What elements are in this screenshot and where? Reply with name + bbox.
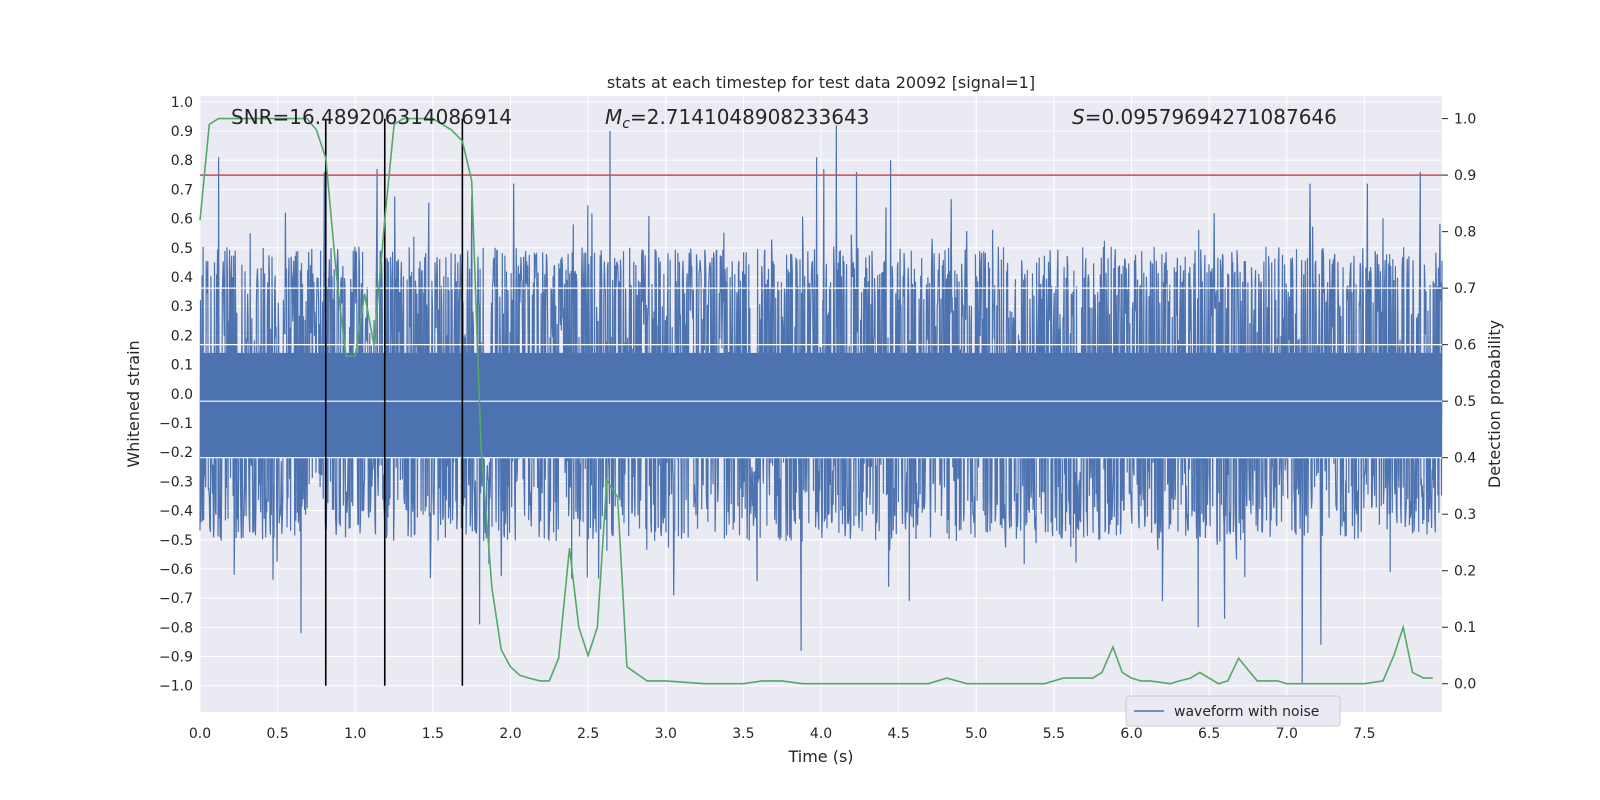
chirp-mass-symbol: M: [605, 105, 622, 129]
y-tick-label: −0.2: [159, 445, 193, 461]
x-tick-label: 1.0: [344, 726, 366, 742]
x-tick-label: 1.5: [422, 726, 444, 742]
y-tick-label: −0.7: [159, 591, 193, 607]
y-tick-label: −0.4: [159, 504, 193, 520]
legend: waveform with noise: [1125, 695, 1341, 727]
y-tick-label: 1.0: [171, 95, 193, 111]
y-tick-label: −1.0: [159, 679, 193, 695]
y-tick-label: −0.5: [159, 533, 193, 549]
y-right-tick-label: 0.3: [1454, 507, 1476, 523]
y-right-tick-label: 0.9: [1454, 168, 1476, 184]
x-tick-label: 2.0: [499, 726, 521, 742]
y-right-tick-label: 0.8: [1454, 225, 1476, 241]
x-tick-label: 5.5: [1043, 726, 1065, 742]
x-tick-label: 2.5: [577, 726, 599, 742]
x-tick-label: 4.5: [887, 726, 909, 742]
y-tick-labels: 1.0 0.9 0.8 0.7 0.6 0.5 0.4 0.3 0.2 0.1 0.0 −0.1 −0.…: [159, 95, 193, 695]
y-tick-label: −0.8: [159, 620, 193, 636]
x-tick-label: 3.5: [732, 726, 754, 742]
x-tick-label: 4.0: [810, 726, 832, 742]
y-tick-label: 0.3: [171, 299, 193, 315]
x-tick-label: 5.0: [965, 726, 987, 742]
x-tick-label: 6.0: [1120, 726, 1142, 742]
x-tick-label: 7.5: [1353, 726, 1375, 742]
y-tick-label: −0.6: [159, 562, 193, 578]
chirp-mass-value: =2.7141048908233643: [630, 105, 869, 129]
y-right-tick-label: 0.0: [1454, 677, 1476, 693]
y-right-tick-label: 0.6: [1454, 338, 1476, 354]
x-tick-label: 6.5: [1198, 726, 1220, 742]
waveform-dense-band: [200, 352, 1442, 459]
y-tick-label: 0.9: [171, 124, 193, 140]
chirp-mass-annotation: Mc=2.7141048908233643: [605, 105, 869, 132]
y-right-tick-label: 0.5: [1454, 394, 1476, 410]
s-annotation: S=0.09579694271087646: [1072, 105, 1337, 129]
x-tick-label: 3.0: [655, 726, 677, 742]
s-symbol: S: [1072, 105, 1085, 129]
x-tick-label: 0.0: [189, 726, 211, 742]
y-right-tick-label: 0.4: [1454, 451, 1476, 467]
x-tick-label: 7.0: [1276, 726, 1298, 742]
probability-series: [199, 117, 1433, 685]
y-tick-label: 0.1: [171, 358, 193, 374]
y-right-tick-label: 0.1: [1454, 620, 1476, 636]
y-tick-label: −0.1: [159, 416, 193, 432]
y-right-tick-label: 1.0: [1454, 112, 1476, 128]
y-tick-label: 0.5: [171, 241, 193, 257]
probability-line: [199, 117, 1433, 685]
x-axis-label: Time (s): [787, 747, 853, 766]
x-tick-label: 0.5: [266, 726, 288, 742]
y-tick-label: 0.8: [171, 153, 193, 169]
y-tick-label: −0.9: [159, 650, 193, 666]
y-right-tick-label: 0.7: [1454, 281, 1476, 297]
y-tick-label: −0.3: [159, 474, 193, 490]
s-value: =0.09579694271087646: [1085, 105, 1337, 129]
chart-title: stats at each timestep for test data 200…: [607, 73, 1035, 92]
y-tick-label: 0.7: [171, 182, 193, 198]
y-tick-label: 0.6: [171, 212, 193, 228]
y-axis-label: Whitened strain: [124, 340, 143, 467]
y-right-tick-labels: 1.0 0.9 0.8 0.7 0.6 0.5 0.4 0.3 0.2 0.1 0.0: [1442, 112, 1476, 693]
y-tick-label: 0.4: [171, 270, 193, 286]
chirp-mass-subscript: c: [622, 116, 630, 132]
snr-annotation: SNR=16.489206314086914: [231, 105, 512, 129]
legend-label: waveform with noise: [1174, 704, 1319, 720]
y-right-axis-label: Detection probability: [1485, 320, 1504, 488]
legend-box: [1125, 695, 1341, 727]
y-tick-label: 0.0: [171, 387, 193, 403]
y-right-tick-label: 0.2: [1454, 564, 1476, 580]
y-tick-label: 0.2: [171, 328, 193, 344]
waveform-series: [199, 125, 1443, 683]
x-tick-labels: 0.0 0.5 1.0 1.5 2.0 2.5 3.0 3.5 4.0 4.5 5.0 5.5 6.0 6…: [189, 726, 1376, 742]
